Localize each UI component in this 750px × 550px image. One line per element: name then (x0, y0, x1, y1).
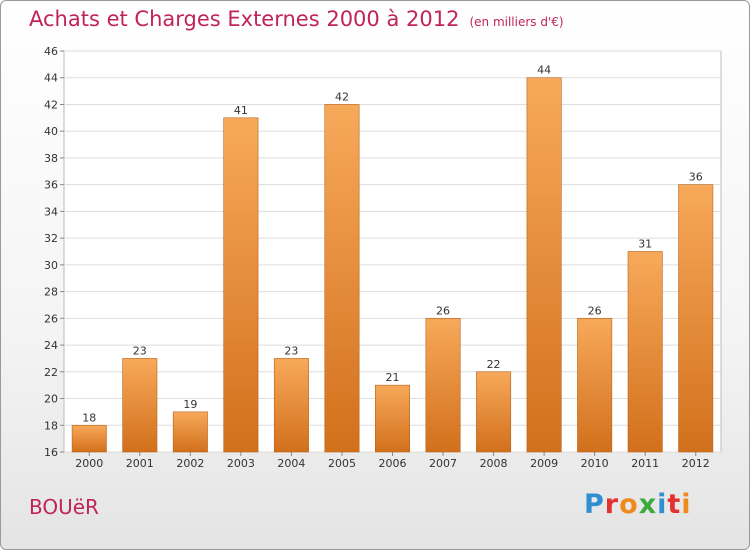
data-label-2001: 23 (133, 344, 147, 357)
y-tick-label: 32 (44, 232, 58, 245)
logo-letter: t (667, 489, 682, 520)
data-labels: 18 23 19 41 23 42 21 26 22 44 26 31 36 (82, 64, 702, 425)
chart-title: Achats et Charges Externes 2000 à 2012 (e… (29, 7, 564, 31)
bar-2004 (273, 358, 309, 453)
x-tick-label: 2003 (227, 457, 255, 470)
y-tick-label: 42 (44, 98, 58, 111)
y-tick-label: 18 (44, 419, 58, 432)
logo-letter: i (681, 489, 692, 520)
y-tick-label: 16 (44, 446, 58, 459)
data-label-2007: 26 (436, 304, 450, 317)
logo-letter: i (657, 489, 668, 520)
y-tick-label: 28 (44, 286, 58, 299)
data-label-2009: 44 (537, 64, 551, 77)
bar-2011 (627, 251, 663, 453)
bar-2008 (476, 371, 512, 453)
bar-2001 (122, 358, 158, 453)
y-tick-label: 34 (44, 205, 58, 218)
bar-2005 (324, 104, 360, 453)
y-tick-label: 26 (44, 312, 58, 325)
data-label-2002: 19 (183, 398, 197, 411)
y-axis: 16 18 20 22 24 26 28 30 32 34 36 38 40 42 44 46 (44, 45, 64, 459)
x-tick-label: 2002 (176, 457, 204, 470)
bar-2000 (71, 424, 107, 453)
y-tick-label: 22 (44, 366, 58, 379)
x-tick-label: 2012 (682, 457, 710, 470)
x-tick-label: 2001 (126, 457, 154, 470)
y-tick-label: 40 (44, 125, 58, 138)
x-tick-label: 2000 (75, 457, 103, 470)
logo-letter: o (619, 489, 639, 520)
data-label-2005: 42 (335, 90, 349, 103)
bar-2002 (172, 411, 208, 453)
y-tick-label: 46 (44, 45, 58, 58)
logo-letter: x (638, 489, 658, 520)
data-label-2011: 31 (638, 238, 652, 251)
title-text: Achats et Charges Externes 2000 à 2012 (29, 7, 460, 31)
bar-2010 (577, 318, 613, 453)
logo-letter: r (604, 489, 620, 520)
bar-2006 (375, 384, 410, 453)
bars (71, 77, 714, 453)
y-tick-label: 44 (44, 72, 58, 85)
x-tick-label: 2008 (480, 457, 508, 470)
data-label-2006: 21 (386, 371, 400, 384)
data-label-2012: 36 (689, 171, 703, 184)
data-label-2003: 41 (234, 104, 248, 117)
x-tick-label: 2011 (631, 457, 659, 470)
x-tick-label: 2004 (277, 457, 305, 470)
bar-2003 (223, 117, 259, 453)
place-name: BOUëR (29, 495, 99, 519)
x-tick-label: 2009 (530, 457, 558, 470)
y-tick-label: 38 (44, 152, 58, 165)
bar-2009 (526, 77, 562, 453)
bar-2012 (678, 184, 714, 453)
proxiti-logo: Proxiti (584, 489, 692, 520)
data-label-2008: 22 (487, 358, 501, 371)
y-tick-label: 36 (44, 179, 58, 192)
y-tick-label: 20 (44, 393, 58, 406)
title-unit: (en milliers d'€) (469, 15, 564, 29)
data-label-2010: 26 (588, 304, 602, 317)
data-label-2000: 18 (82, 411, 96, 424)
x-tick-label: 2005 (328, 457, 356, 470)
data-label-2004: 23 (284, 344, 298, 357)
x-tick-label: 2010 (581, 457, 609, 470)
x-axis: 2000 2001 2002 2003 2004 2005 2006 2007 2008 2009… (75, 452, 710, 470)
logo-letter: P (584, 489, 605, 520)
y-tick-label: 24 (44, 339, 58, 352)
bar-2007 (425, 318, 461, 453)
x-tick-label: 2006 (379, 457, 407, 470)
y-tick-label: 30 (44, 259, 58, 272)
x-tick-label: 2007 (429, 457, 457, 470)
